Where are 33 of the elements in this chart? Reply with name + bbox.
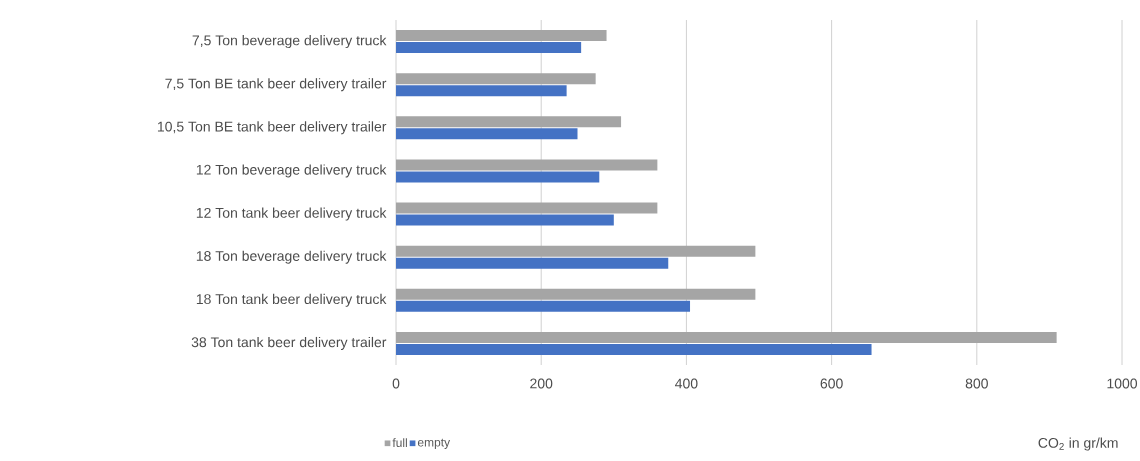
x-axis-title: CO$_{2}$ in gr/km	[1038, 437, 1118, 451]
bar	[396, 300, 691, 312]
legend-label: full	[392, 438, 407, 447]
y-tick-label: 12 Ton beverage delivery truck	[196, 164, 387, 178]
bar	[396, 343, 872, 355]
x-tick-label: 400	[675, 378, 698, 389]
bar	[396, 116, 622, 128]
bar	[396, 214, 614, 226]
y-tick-label: 38 Ton tank beer delivery trailer	[191, 336, 387, 350]
bar	[396, 171, 600, 183]
y-tick-label: 18 Ton beverage delivery truck	[196, 250, 387, 264]
x-tick-label: 0	[392, 378, 400, 389]
bar	[396, 331, 1057, 343]
bar	[396, 245, 756, 257]
y-tick-label: 7,5 Ton beverage delivery truck	[192, 35, 387, 49]
bar	[396, 85, 567, 97]
bar	[396, 128, 578, 140]
x-tick-label: 1000	[1107, 378, 1138, 389]
x-tick-label: 200	[530, 378, 553, 389]
legend-label: empty	[417, 438, 451, 449]
y-tick-label: 10,5 Ton BE tank beer delivery trailer	[157, 121, 387, 135]
y-tick-label: 18 Ton tank beer delivery truck	[196, 293, 387, 307]
bar	[396, 159, 658, 171]
x-tick-label: 800	[965, 378, 988, 389]
bar	[396, 257, 669, 269]
x-tick-label: 600	[820, 378, 843, 389]
y-tick-label: 7,5 Ton BE tank beer delivery trailer	[165, 78, 387, 92]
bar	[396, 202, 658, 214]
bar	[396, 30, 607, 42]
bar	[396, 42, 582, 54]
bar	[396, 73, 596, 85]
bar	[396, 288, 756, 300]
y-tick-label: 12 Ton tank beer delivery truck	[196, 207, 387, 221]
